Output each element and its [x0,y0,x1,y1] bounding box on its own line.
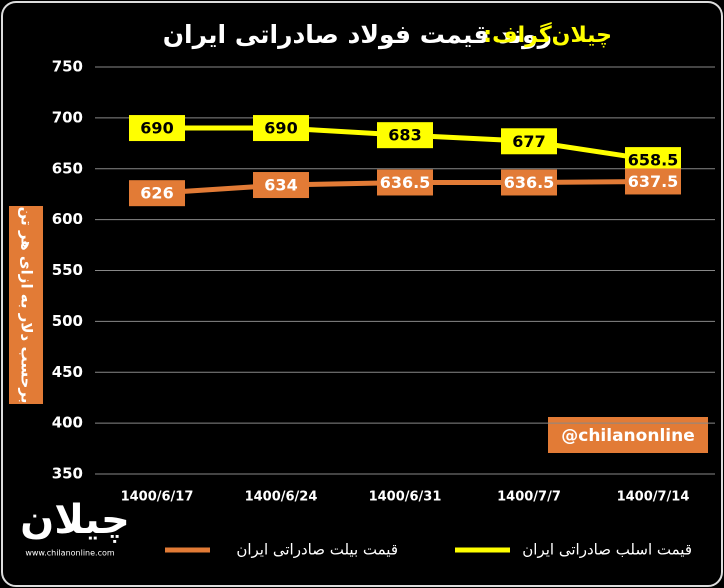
y-label-box [9,206,43,404]
y-tick-label: 550 [52,261,83,279]
data-label: 636.5 [504,173,555,192]
data-label: 683 [388,126,421,145]
watermark: @chilanonline [561,426,694,446]
x-tick-label: 1400/6/17 [121,490,194,505]
data-label-box [625,168,681,195]
data-label: 626 [140,184,173,203]
data-label: 637.5 [628,172,679,191]
logo-url: www.chilanonline.com [25,549,115,558]
data-label-box [129,180,185,207]
chart-title: روند قیمت فولاد صادراتی ایران [163,20,552,50]
legend-label: قیمت بیلت صادراتی ایران [236,541,398,559]
y-tick-label: 350 [52,465,83,483]
y-tick-label: 600 [52,210,83,228]
y-tick-label: 500 [52,312,83,330]
data-label-box [377,169,433,196]
data-label: 634 [264,176,297,195]
x-tick-label: 1400/6/24 [245,490,318,505]
y-tick-label: 400 [52,414,83,432]
data-label-box [501,128,557,155]
y-tick-label: 650 [52,159,83,177]
y-tick-label: 700 [52,108,83,126]
y-tick-label: 450 [52,363,83,381]
data-label: 658.5 [628,151,679,170]
data-label: 690 [140,119,173,138]
data-label-box [129,115,185,142]
data-label: 636.5 [380,173,431,192]
title-prefix: چیلان‌گراف: [483,21,612,48]
data-label-box [253,172,309,199]
logo: چیلان [20,497,130,543]
x-tick-label: 1400/6/31 [369,490,442,505]
x-tick-label: 1400/7/7 [497,490,561,505]
data-label-box [501,169,557,196]
x-tick-label: 1400/7/14 [617,490,690,505]
data-label: 677 [512,132,545,151]
data-label: 690 [264,119,297,138]
data-label-box [253,115,309,142]
y-tick-label: 750 [52,58,83,76]
y-axis-label: برحسب دلار به ازای هر تن [18,207,36,404]
legend-label: قیمت اسلب صادراتی ایران [522,541,692,559]
data-label-box [377,122,433,149]
